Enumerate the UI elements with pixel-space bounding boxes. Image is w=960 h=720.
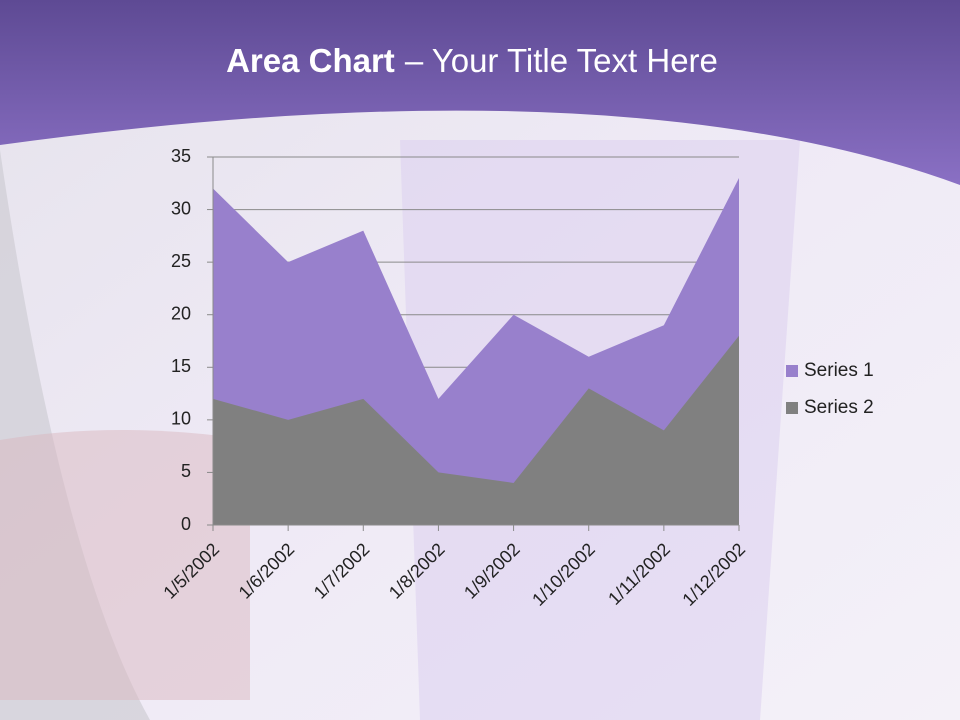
y-tick-label: 25 <box>171 251 191 271</box>
y-tick-label: 0 <box>181 514 191 534</box>
title-rest: – Your Title Text Here <box>405 42 718 79</box>
header-band <box>0 0 960 185</box>
legend-label: Series 1 <box>804 360 874 381</box>
chart-title: Area Chart – Your Title Text Here <box>226 42 718 79</box>
y-tick-label: 5 <box>181 461 191 481</box>
legend-label: Series 2 <box>804 397 874 418</box>
legend-swatch <box>786 365 798 377</box>
area <box>213 335 739 525</box>
y-tick-label: 20 <box>171 303 191 323</box>
y-tick-label: 15 <box>171 356 191 376</box>
photo-taillight <box>0 430 250 700</box>
y-tick-label: 35 <box>171 146 191 166</box>
legend-swatch <box>786 402 798 414</box>
title-bold: Area Chart <box>226 42 395 79</box>
y-tick-label: 10 <box>171 409 191 429</box>
y-tick-label: 30 <box>171 198 191 218</box>
